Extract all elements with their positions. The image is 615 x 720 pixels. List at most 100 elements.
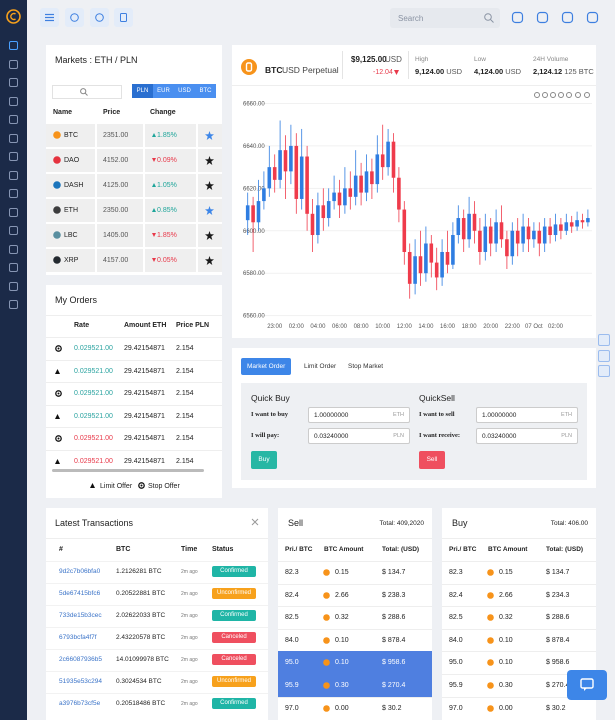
order-price: 2.154 bbox=[176, 367, 194, 375]
input-field[interactable]: 0.03240000 PLN bbox=[476, 428, 578, 444]
candle-body bbox=[440, 251, 444, 278]
icon bbox=[251, 518, 259, 526]
book-total-cell: $ 878.4 bbox=[382, 636, 406, 644]
coin-icon bbox=[53, 181, 61, 189]
toolbar-button[interactable] bbox=[65, 8, 84, 27]
candle-body bbox=[424, 243, 428, 274]
divider bbox=[232, 85, 596, 86]
tx-time: 2m ago bbox=[181, 701, 198, 707]
submit-button[interactable]: Buy bbox=[251, 451, 277, 469]
icon bbox=[205, 156, 214, 165]
sidebar bbox=[0, 0, 27, 720]
icon bbox=[152, 133, 156, 137]
row-divider bbox=[46, 671, 268, 672]
row-divider bbox=[442, 606, 596, 608]
y-tick-label: 6620.00 bbox=[243, 186, 265, 192]
submit-button[interactable]: Sell bbox=[419, 451, 445, 469]
x-tick-label: 12:00 bbox=[397, 324, 413, 330]
icon bbox=[323, 569, 330, 576]
tx-amount: 2.02622033 BTC bbox=[116, 612, 166, 619]
stop-icon bbox=[140, 484, 143, 487]
side-widget[interactable] bbox=[598, 334, 610, 346]
icon bbox=[323, 591, 330, 599]
legend-label: Limit Offer bbox=[100, 483, 133, 490]
icon bbox=[55, 413, 60, 419]
market-search[interactable] bbox=[52, 85, 122, 99]
order-type-tab[interactable]: Market Order bbox=[241, 358, 292, 375]
row-divider bbox=[46, 359, 222, 361]
icon bbox=[55, 368, 60, 374]
book-price: 82.5 bbox=[285, 614, 299, 622]
row-divider bbox=[46, 382, 222, 383]
icon bbox=[487, 591, 494, 599]
nav-icon bbox=[9, 300, 18, 309]
order-type-tab[interactable]: Stop Market bbox=[348, 363, 384, 370]
order-rate: 0.029521.00 bbox=[74, 412, 113, 420]
status-badge: Confirmed bbox=[212, 566, 256, 577]
icon bbox=[241, 59, 257, 75]
chart-tool bbox=[534, 92, 540, 98]
legend-label: Stop Offer bbox=[148, 483, 180, 490]
icon bbox=[9, 263, 18, 272]
coin-price: 4152.00 bbox=[103, 157, 129, 164]
scrollbar[interactable] bbox=[52, 469, 204, 472]
book-price: 82.4 bbox=[285, 591, 299, 599]
candle-body bbox=[521, 226, 525, 244]
coin-name: DASH bbox=[64, 182, 84, 189]
header-icon bbox=[511, 11, 524, 24]
icon bbox=[53, 256, 61, 264]
input-field[interactable]: 1.00000000 ETH bbox=[308, 407, 410, 423]
icon bbox=[205, 206, 214, 215]
order-amount: 29.42154871 bbox=[124, 390, 165, 397]
toolbar-button[interactable] bbox=[90, 8, 109, 27]
cell-bg bbox=[145, 174, 196, 197]
nav-icon bbox=[9, 281, 18, 291]
y-tick-label: 6660.00 bbox=[243, 101, 265, 107]
currency-tab[interactable]: PLN bbox=[132, 84, 153, 98]
candle-body bbox=[278, 150, 282, 180]
favorite-star bbox=[205, 231, 214, 240]
cell-bg bbox=[46, 149, 95, 172]
input-field[interactable]: 0.03240000 PLN bbox=[308, 428, 410, 444]
book-price: 97.0 bbox=[449, 704, 463, 712]
candle-body bbox=[553, 224, 558, 236]
stop-icon bbox=[57, 347, 60, 350]
icon bbox=[80, 88, 88, 96]
field-label: I want receive: bbox=[419, 432, 461, 439]
icon bbox=[323, 636, 330, 644]
side-widget[interactable] bbox=[598, 365, 610, 377]
order-amount: 29.42154871 bbox=[124, 345, 165, 352]
toolbar-button[interactable] bbox=[114, 8, 133, 27]
toolbar-button[interactable] bbox=[40, 8, 59, 27]
coin-icon bbox=[53, 156, 61, 164]
book-total-cell: $ 958.6 bbox=[546, 659, 570, 667]
book-amount: 2.66 bbox=[335, 591, 349, 599]
icon bbox=[394, 70, 399, 75]
coin-icon bbox=[323, 682, 330, 689]
icon bbox=[487, 569, 494, 576]
panel-title: My Orders bbox=[55, 295, 98, 305]
x-tick-label: 07 Oct bbox=[525, 324, 543, 330]
currency-tab[interactable]: EUR bbox=[153, 84, 174, 98]
row-divider bbox=[278, 696, 432, 698]
stat-label: Low bbox=[474, 56, 486, 63]
order-type-tab[interactable]: Limit Order bbox=[304, 363, 337, 370]
cell-bg bbox=[46, 199, 95, 222]
chat-button[interactable] bbox=[567, 670, 607, 700]
currency-tab[interactable]: BTC bbox=[195, 84, 216, 98]
book-amount: 0.00 bbox=[335, 704, 349, 712]
nav-icon bbox=[9, 41, 18, 50]
triangle bbox=[394, 70, 399, 75]
candle-body bbox=[478, 230, 482, 252]
transactions-panel: Latest Transactions # BTC Time Status 9d2c7b0… bbox=[46, 508, 268, 720]
coin-change: 1.85% bbox=[157, 232, 177, 239]
currency-tab[interactable]: USD bbox=[174, 84, 195, 98]
x-tick-label: 04:00 bbox=[310, 324, 326, 330]
candle-body bbox=[348, 188, 353, 197]
book-amount: 0.10 bbox=[499, 636, 513, 644]
candle-body bbox=[370, 171, 374, 185]
input-field[interactable]: 1.00000000 ETH bbox=[476, 407, 578, 423]
side-widget[interactable] bbox=[598, 350, 610, 362]
x-tick-label: 02:00 bbox=[289, 324, 305, 330]
search-box[interactable]: Search bbox=[390, 8, 500, 28]
